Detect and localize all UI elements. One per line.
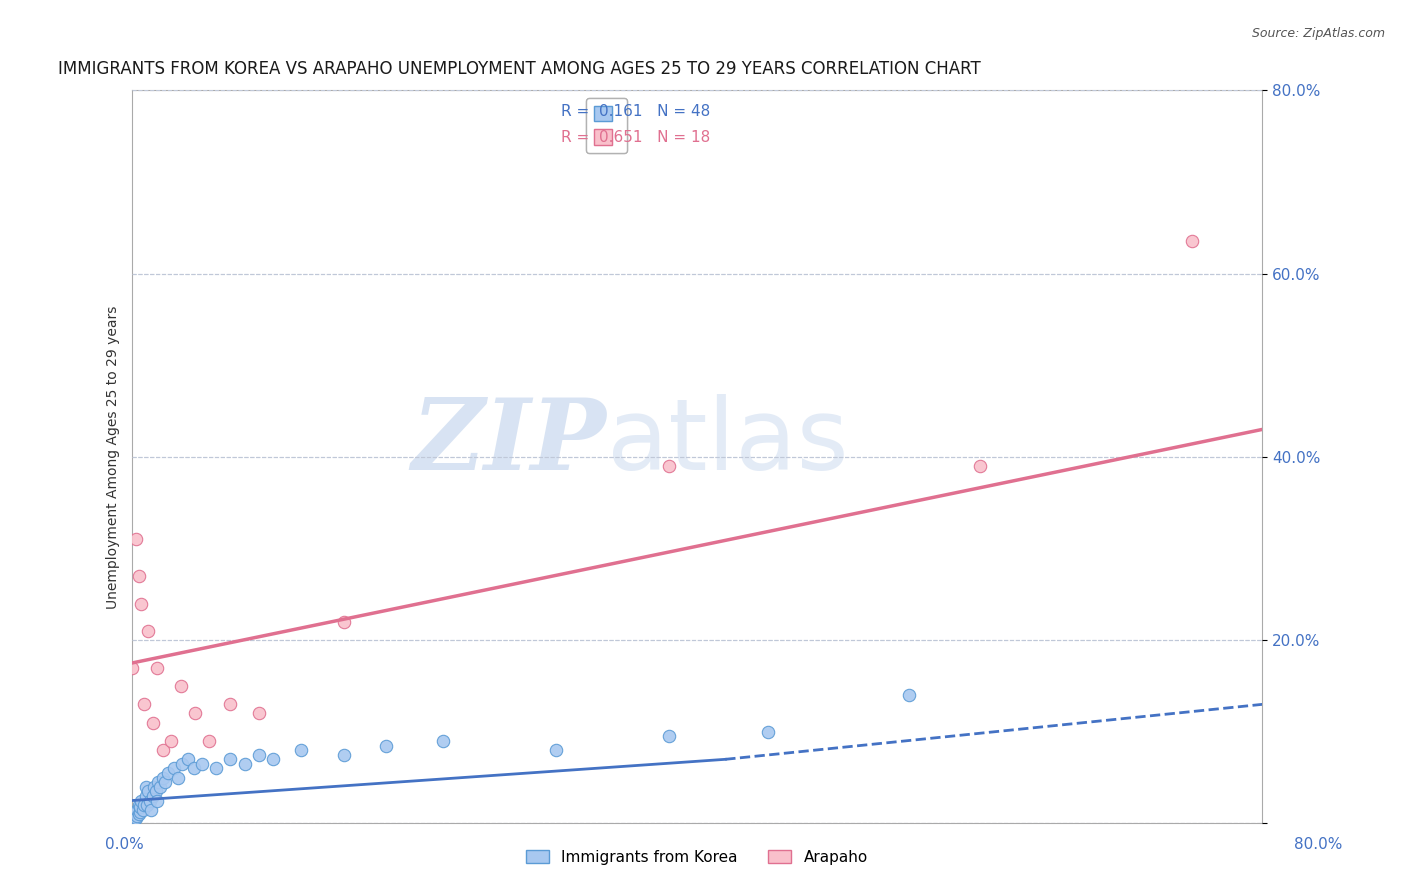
Point bbox=[332, 747, 354, 762]
Point bbox=[247, 747, 270, 762]
Text: 0.0%: 0.0% bbox=[105, 837, 145, 852]
Point bbox=[205, 762, 228, 776]
Point bbox=[135, 780, 157, 794]
Point bbox=[219, 752, 242, 766]
Text: Source: ZipAtlas.com: Source: ZipAtlas.com bbox=[1251, 27, 1385, 40]
Point bbox=[1181, 235, 1204, 249]
Point bbox=[128, 807, 150, 822]
Point bbox=[141, 803, 163, 817]
Text: atlas: atlas bbox=[606, 393, 848, 491]
Point bbox=[756, 724, 779, 739]
Point bbox=[125, 805, 148, 820]
Text: R =  0.161   N = 48: R = 0.161 N = 48 bbox=[561, 104, 710, 119]
Point bbox=[160, 734, 183, 748]
Legend: , : , bbox=[586, 98, 627, 153]
Point bbox=[170, 679, 193, 693]
Point bbox=[132, 803, 155, 817]
Point bbox=[142, 789, 165, 803]
Point bbox=[146, 661, 169, 675]
Point bbox=[658, 458, 681, 473]
Point bbox=[149, 780, 172, 794]
Point bbox=[122, 812, 145, 826]
Point bbox=[898, 688, 921, 702]
Point bbox=[135, 789, 157, 803]
Point bbox=[124, 809, 146, 823]
Point bbox=[198, 734, 221, 748]
Point bbox=[184, 706, 207, 721]
Point bbox=[155, 775, 177, 789]
Point bbox=[131, 793, 153, 807]
Point bbox=[145, 784, 167, 798]
Point bbox=[143, 780, 166, 794]
Point bbox=[134, 698, 156, 712]
Text: R =  0.651   N = 18: R = 0.651 N = 18 bbox=[561, 129, 710, 145]
Point bbox=[139, 793, 162, 807]
Point bbox=[129, 800, 152, 814]
Point bbox=[262, 752, 284, 766]
Point bbox=[146, 793, 169, 807]
Point bbox=[125, 811, 148, 825]
Point bbox=[177, 752, 200, 766]
Point bbox=[247, 706, 270, 721]
Point bbox=[129, 805, 152, 820]
Point bbox=[167, 771, 190, 785]
Point bbox=[134, 798, 156, 813]
Point bbox=[128, 798, 150, 813]
Point bbox=[136, 798, 159, 813]
Point bbox=[375, 739, 398, 753]
Point bbox=[183, 762, 205, 776]
Point bbox=[163, 762, 186, 776]
Point bbox=[138, 784, 160, 798]
Y-axis label: Unemployment Among Ages 25 to 29 years: Unemployment Among Ages 25 to 29 years bbox=[107, 305, 121, 608]
Point bbox=[969, 458, 991, 473]
Point bbox=[432, 734, 454, 748]
Point bbox=[157, 766, 180, 780]
Text: 80.0%: 80.0% bbox=[1295, 837, 1343, 852]
Point bbox=[219, 698, 242, 712]
Point bbox=[125, 533, 148, 547]
Point bbox=[172, 756, 194, 771]
Point bbox=[131, 597, 153, 611]
Point bbox=[138, 624, 160, 638]
Point bbox=[152, 771, 174, 785]
Point bbox=[142, 715, 165, 730]
Point bbox=[121, 661, 143, 675]
Point bbox=[152, 743, 174, 757]
Point bbox=[128, 569, 150, 583]
Text: IMMIGRANTS FROM KOREA VS ARAPAHO UNEMPLOYMENT AMONG AGES 25 TO 29 YEARS CORRELAT: IMMIGRANTS FROM KOREA VS ARAPAHO UNEMPLO… bbox=[58, 60, 981, 78]
Point bbox=[290, 743, 312, 757]
Point bbox=[233, 756, 256, 771]
Point bbox=[658, 730, 681, 744]
Point bbox=[127, 803, 149, 817]
Point bbox=[544, 743, 567, 757]
Point bbox=[148, 775, 170, 789]
Text: ZIP: ZIP bbox=[412, 394, 606, 491]
Point bbox=[124, 814, 146, 828]
Point bbox=[332, 615, 354, 629]
Point bbox=[191, 756, 214, 771]
Point bbox=[127, 809, 149, 823]
